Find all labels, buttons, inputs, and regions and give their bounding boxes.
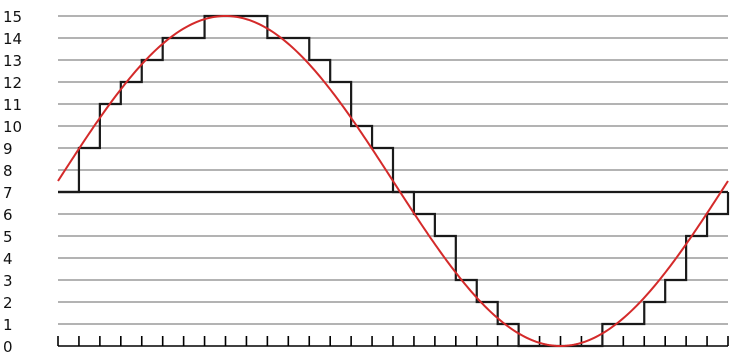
y-tick-label: 5: [3, 228, 13, 246]
y-tick-label: 14: [3, 30, 22, 48]
y-tick-label: 1: [3, 316, 13, 334]
y-tick-label: 4: [3, 250, 13, 268]
y-tick-label: 9: [3, 140, 13, 158]
y-tick-label: 7: [3, 184, 13, 202]
y-tick-label: 13: [3, 52, 22, 70]
quantized-step-series: [58, 14, 730, 348]
y-tick-label: 0: [3, 338, 13, 354]
sine-series: [57, 14, 729, 348]
y-tick-label: 15: [3, 8, 22, 26]
y-tick-label: 12: [3, 74, 22, 92]
y-tick-label: 2: [3, 294, 13, 312]
y-tick-label: 10: [3, 118, 22, 136]
y-tick-label: 11: [3, 96, 22, 114]
y-tick-label: 3: [3, 272, 13, 290]
y-tick-label: 6: [3, 206, 13, 224]
y-tick-label: 8: [3, 162, 13, 180]
